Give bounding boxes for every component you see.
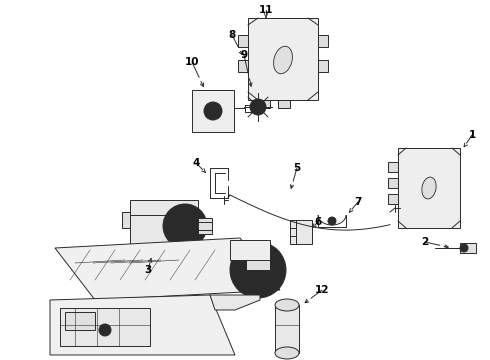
Bar: [398, 148, 460, 228]
Bar: [290, 220, 312, 244]
Circle shape: [250, 262, 266, 278]
Ellipse shape: [273, 46, 293, 74]
Ellipse shape: [422, 177, 436, 199]
Text: 2: 2: [421, 237, 429, 247]
Bar: [248, 18, 318, 100]
Bar: [278, 100, 290, 108]
Bar: [388, 162, 398, 172]
Circle shape: [163, 204, 207, 248]
Circle shape: [250, 99, 266, 115]
Bar: [238, 35, 248, 47]
Text: 10: 10: [185, 57, 199, 67]
Text: 1: 1: [468, 130, 476, 140]
Polygon shape: [50, 295, 235, 355]
Bar: [130, 200, 198, 252]
Bar: [258, 100, 270, 108]
Text: 9: 9: [241, 50, 247, 60]
Circle shape: [230, 242, 286, 298]
Text: 5: 5: [294, 163, 301, 173]
Text: 6: 6: [315, 217, 321, 227]
Ellipse shape: [275, 299, 299, 311]
Bar: [275, 305, 299, 353]
Circle shape: [460, 244, 468, 252]
Bar: [318, 35, 328, 47]
Bar: [60, 308, 150, 346]
Text: 8: 8: [228, 30, 236, 40]
Bar: [230, 240, 270, 260]
Circle shape: [240, 252, 276, 288]
Text: 4: 4: [192, 158, 200, 168]
Circle shape: [99, 324, 111, 336]
Circle shape: [204, 102, 222, 120]
Bar: [388, 194, 398, 204]
Bar: [388, 178, 398, 188]
Bar: [238, 60, 248, 72]
Bar: [192, 90, 234, 132]
Text: 7: 7: [354, 197, 362, 207]
Bar: [246, 250, 270, 270]
Text: 3: 3: [145, 265, 151, 275]
Ellipse shape: [275, 347, 299, 359]
Circle shape: [179, 220, 191, 232]
Bar: [198, 218, 212, 234]
Text: 11: 11: [259, 5, 273, 15]
Bar: [122, 212, 130, 228]
Bar: [318, 60, 328, 72]
Circle shape: [171, 212, 199, 240]
Bar: [460, 243, 476, 253]
Text: 12: 12: [315, 285, 329, 295]
Polygon shape: [210, 295, 260, 310]
Bar: [65, 312, 95, 330]
Circle shape: [328, 217, 336, 225]
Polygon shape: [55, 238, 280, 300]
